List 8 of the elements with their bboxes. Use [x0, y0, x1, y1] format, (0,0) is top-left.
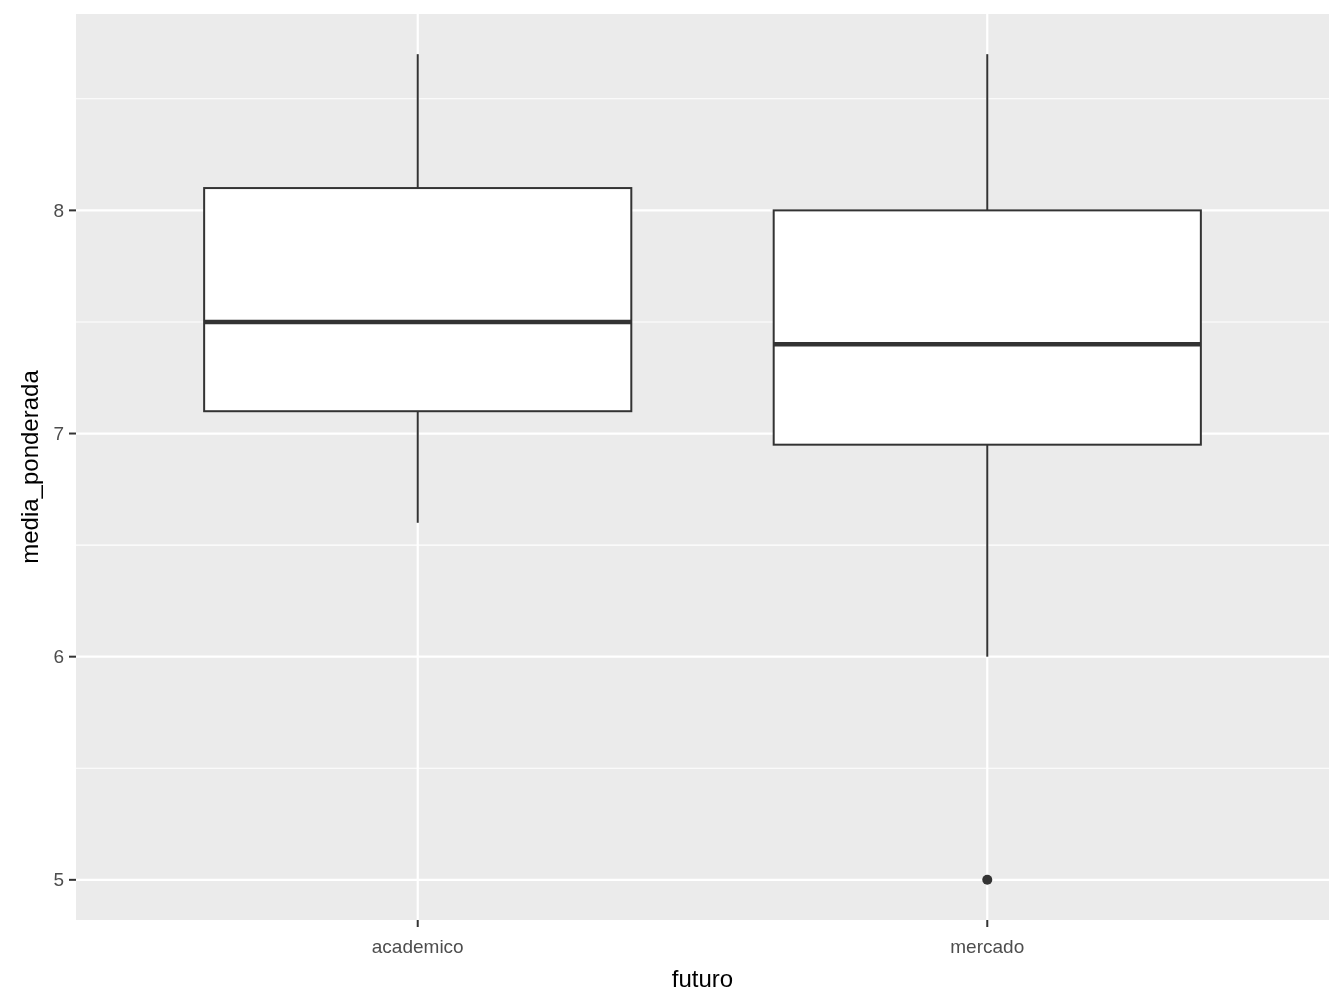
x-tick-label: academico: [371, 936, 464, 957]
y-axis-title: media_ponderada: [16, 369, 43, 564]
y-tick-label: 6: [53, 646, 64, 668]
x-tick-label: mercado: [950, 936, 1025, 957]
y-tick-label: 7: [53, 423, 64, 445]
y-tick-label: 8: [53, 200, 64, 222]
y-tick-label: 5: [53, 869, 64, 891]
x-axis-title: futuro: [671, 965, 734, 992]
